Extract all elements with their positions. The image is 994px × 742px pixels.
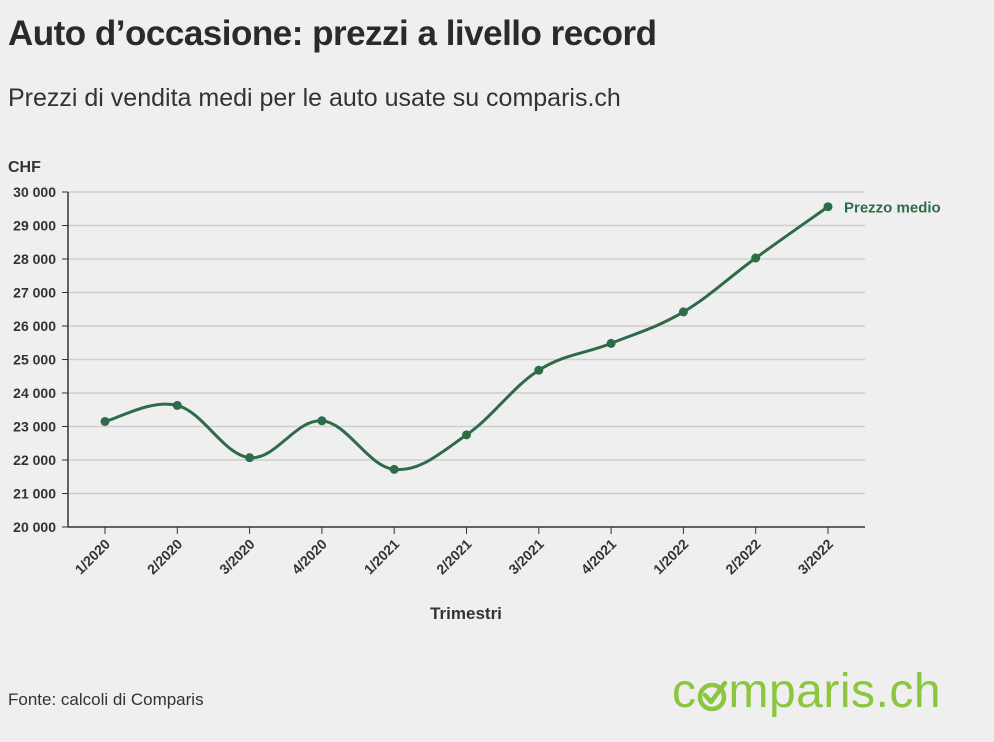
- x-axis-ticks: 1/2020 2/2020 3/2020 4/2020 1/2021 2/2021 3/20…: [72, 527, 837, 578]
- data-point: [172, 400, 182, 410]
- series-prezzo-medio: Prezzo medio: [100, 200, 941, 474]
- logo-text: c: [672, 665, 697, 718]
- y-tick-label: 21 000: [13, 486, 56, 502]
- data-point: [389, 464, 399, 474]
- x-tick-label: 3/2021: [505, 536, 547, 578]
- y-axis-ticks: 20 000 21 000 22 000 23 000 24 000 25 000 26 0…: [13, 184, 68, 535]
- x-tick-label: 3/2020: [216, 536, 258, 578]
- grid-lines: [68, 191, 865, 495]
- x-tick-label: 2/2020: [144, 536, 186, 578]
- y-tick-label: 25 000: [13, 352, 56, 368]
- x-tick-label: 2/2022: [722, 536, 764, 578]
- chart-subtitle: Prezzi di vendita medi per le auto usate…: [8, 84, 621, 112]
- x-tick-label: 2/2021: [433, 536, 475, 578]
- x-tick-label: 1/2021: [361, 536, 403, 578]
- series-line: [104, 205, 829, 472]
- y-tick-label: 26 000: [13, 318, 56, 334]
- logo-text: mparis.ch: [728, 665, 942, 718]
- data-point: [606, 338, 616, 348]
- y-tick-label: 28 000: [13, 251, 56, 267]
- data-point: [462, 430, 471, 440]
- data-point: [534, 365, 544, 375]
- data-point: [678, 307, 688, 317]
- series-label: Prezzo medio: [844, 200, 941, 217]
- x-tick-label: 3/2022: [795, 536, 837, 578]
- y-tick-label: 27 000: [13, 285, 56, 301]
- y-tick-label: 29 000: [13, 218, 56, 234]
- x-tick-label: 4/2020: [288, 536, 330, 578]
- data-point: [751, 253, 761, 263]
- line-chart: 20 000 21 000 22 000 23 000 24 000 25 000 26 0…: [8, 159, 941, 623]
- y-tick-label: 30 000: [13, 184, 56, 200]
- data-point: [100, 416, 110, 426]
- y-tick-label: 24 000: [13, 385, 56, 401]
- source-note: Fonte: calcoli di Comparis: [8, 690, 204, 709]
- y-tick-label: 23 000: [13, 419, 56, 435]
- x-tick-label: 1/2020: [72, 536, 114, 578]
- x-axis-label: Trimestri: [430, 604, 502, 623]
- y-tick-label: 22 000: [13, 452, 56, 468]
- y-axis-label: CHF: [8, 159, 41, 176]
- y-tick-label: 20 000: [13, 519, 56, 535]
- x-tick-label: 4/2021: [578, 536, 620, 578]
- x-tick-label: 1/2022: [650, 536, 692, 578]
- logo-check-icon: [697, 671, 727, 712]
- data-point: [317, 416, 327, 426]
- chart-title: Auto d’occasione: prezzi a livello recor…: [8, 14, 657, 53]
- data-point: [823, 202, 833, 212]
- comparis-logo: c mparis.ch: [672, 664, 941, 719]
- data-point: [245, 453, 255, 463]
